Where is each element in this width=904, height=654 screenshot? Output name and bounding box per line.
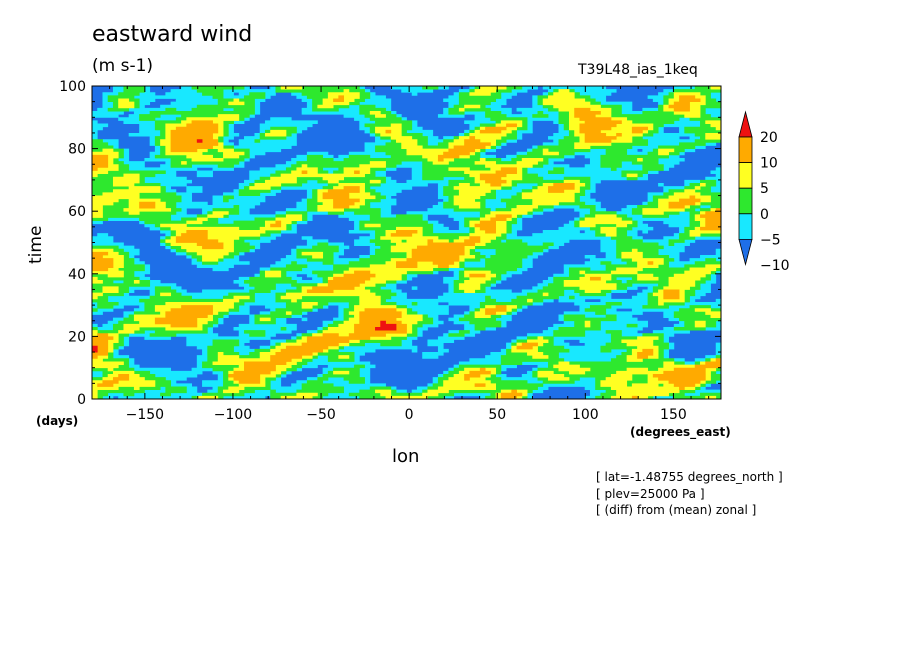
colorbar-swatch — [738, 213, 753, 240]
y-tick-label: 80 — [68, 142, 86, 158]
annotation-pressure-level: [ plev=25000 Pa ] — [596, 487, 705, 501]
x-tick-label: 0 — [405, 407, 414, 423]
colorbar-label: 10 — [760, 156, 778, 172]
x-tick-label: 100 — [572, 407, 599, 423]
colorbar-swatch — [738, 162, 753, 189]
colorbar-label: −10 — [760, 258, 790, 274]
field-band-3 — [92, 86, 722, 400]
y-tick-label: 40 — [68, 267, 86, 283]
x-tick-label: −50 — [306, 407, 336, 423]
run-label: T39L48_ias_1keq — [578, 62, 698, 78]
colorbar-label: 20 — [760, 130, 778, 146]
colorbar-swatch-top — [738, 110, 753, 138]
chart-units: (m s-1) — [92, 56, 154, 76]
colorbar-swatch — [738, 136, 753, 164]
annotation-latitude: [ lat=-1.48755 degrees_north ] — [596, 470, 783, 484]
colorbar-swatch — [738, 187, 753, 215]
chart-title: eastward wind — [92, 22, 253, 47]
x-tick-label: −100 — [214, 407, 252, 423]
y-tick-label: 60 — [68, 204, 86, 220]
y-tick-label: 20 — [68, 329, 86, 345]
y-axis-unit: (days) — [36, 414, 79, 428]
wind-field — [92, 86, 722, 400]
y-tick-label: 0 — [77, 392, 86, 408]
colorbar-swatch-bottom — [738, 238, 753, 266]
y-tick-label: 100 — [59, 79, 86, 95]
annotation-diff-mean: [ (diff) from (mean) zonal ] — [596, 503, 757, 517]
field-band-4 — [92, 95, 722, 400]
x-axis-unit: (degrees_east) — [630, 425, 731, 439]
x-tick-label: −150 — [126, 407, 164, 423]
colorbar-label: 0 — [760, 207, 769, 223]
x-tick-label: 50 — [488, 407, 506, 423]
x-tick-label: 150 — [660, 407, 687, 423]
colorbar-label: 5 — [760, 181, 769, 197]
x-axis-label: lon — [392, 446, 420, 467]
colorbar: −10 −5 0 5 10 20 — [738, 110, 790, 274]
axes: −150 −100 −50 0 50 100 150 0 20 40 60 80 100 — [59, 79, 721, 423]
colorbar-label: −5 — [760, 232, 781, 248]
